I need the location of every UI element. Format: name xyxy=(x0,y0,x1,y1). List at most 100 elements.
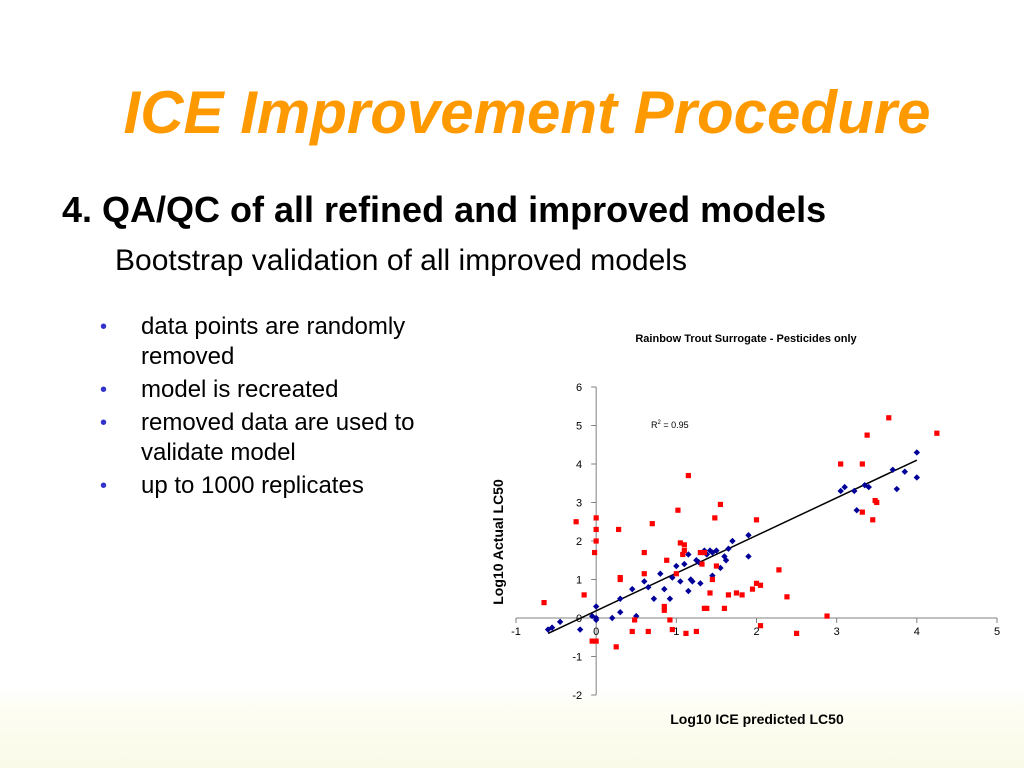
y-tick-label: 3 xyxy=(576,498,582,510)
bullet-text: removed data are used to validate model xyxy=(141,409,415,466)
x-tick-label: -1 xyxy=(511,626,521,638)
y-tick-label: 4 xyxy=(576,459,582,471)
data-point-square xyxy=(704,605,710,611)
data-point-diamond xyxy=(729,537,736,545)
data-point-diamond xyxy=(853,507,860,514)
bullet-icon: • xyxy=(100,412,108,434)
data-point-square xyxy=(681,542,687,548)
y-tick-label: 6 xyxy=(576,382,582,394)
data-point-square xyxy=(713,563,720,569)
data-point-square xyxy=(824,613,830,619)
data-point-square xyxy=(632,617,638,623)
y-tick-label: -2 xyxy=(572,690,582,702)
bullet-list: • data points are randomly removed • model… xyxy=(100,312,445,504)
x-tick-label: 4 xyxy=(914,626,920,638)
section-subheading: Bootstrap validation of all improved mod… xyxy=(115,244,687,277)
data-point-diamond xyxy=(633,612,640,620)
data-point-diamond xyxy=(685,587,692,595)
data-point-square xyxy=(667,617,673,623)
data-point-square xyxy=(859,509,865,515)
data-point-square xyxy=(649,521,655,527)
data-point-diamond xyxy=(657,570,664,577)
data-point-square xyxy=(757,623,764,629)
data-point-diamond xyxy=(576,626,584,633)
data-point-square xyxy=(677,540,683,546)
data-point-diamond xyxy=(725,545,732,552)
data-point-diamond xyxy=(913,474,921,481)
x-tick-label: 2 xyxy=(753,626,759,638)
data-point-diamond xyxy=(673,562,680,570)
data-point-diamond xyxy=(709,549,716,556)
data-point-square xyxy=(701,549,707,556)
x-tick-label: 5 xyxy=(994,626,1000,638)
data-point-square xyxy=(749,586,756,592)
bullet-item: • up to 1000 replicates xyxy=(100,471,445,501)
data-point-square xyxy=(589,638,595,644)
bullet-text: data points are randomly removed xyxy=(141,313,406,370)
bullet-icon: • xyxy=(100,379,108,401)
data-point-square xyxy=(613,644,619,650)
data-point-square xyxy=(593,538,599,544)
bullet-text: up to 1000 replicates xyxy=(141,472,364,499)
data-point-diamond xyxy=(745,553,752,560)
x-tick-label: 3 xyxy=(834,626,840,638)
chart-title: Rainbow Trout Surrogate - Pesticides onl… xyxy=(635,333,857,345)
data-point-square xyxy=(661,603,667,610)
data-point-diamond xyxy=(629,585,636,593)
y-tick-label: 2 xyxy=(576,536,582,548)
bullet-item: • data points are randomly removed xyxy=(100,312,445,372)
data-point-square xyxy=(717,501,724,508)
data-point-square xyxy=(733,590,740,596)
r-squared-value: = 0.95 xyxy=(661,420,689,430)
data-point-square xyxy=(725,592,732,598)
data-point-square xyxy=(739,592,745,598)
data-point-diamond xyxy=(837,487,844,495)
data-point-square xyxy=(617,576,623,583)
x-axis-label: Log10 ICE predicted LC50 xyxy=(670,711,844,727)
bullet-icon: • xyxy=(100,475,108,497)
data-point-diamond xyxy=(661,585,668,593)
data-point-square xyxy=(721,605,728,611)
data-point-diamond xyxy=(609,614,616,622)
data-point-diamond xyxy=(901,468,909,475)
bullet-text: model is recreated xyxy=(141,376,339,403)
data-point-square xyxy=(664,557,670,563)
data-point-square xyxy=(874,499,880,506)
data-point-square xyxy=(616,526,622,533)
data-point-square xyxy=(593,526,599,533)
data-point-square xyxy=(838,461,844,467)
data-point-square xyxy=(541,600,547,606)
data-point-diamond xyxy=(592,603,600,610)
data-point-diamond xyxy=(617,609,624,616)
data-point-square xyxy=(673,571,679,577)
data-point-square xyxy=(680,551,686,558)
data-point-square xyxy=(784,594,790,600)
data-point-square xyxy=(593,638,599,644)
data-point-square xyxy=(753,517,760,523)
background-band xyxy=(0,686,1024,768)
data-point-diamond xyxy=(617,595,624,602)
data-point-square xyxy=(685,472,691,479)
data-point-diamond xyxy=(722,557,730,564)
data-point-diamond xyxy=(677,578,684,585)
data-point-diamond xyxy=(556,618,564,626)
data-point-diamond xyxy=(666,595,674,602)
section-heading: 4. QA/QC of all refined and improved mod… xyxy=(62,189,827,230)
data-point-square xyxy=(591,549,598,556)
data-point-square xyxy=(593,515,599,521)
data-point-square xyxy=(697,549,703,556)
x-tick-label: 1 xyxy=(673,626,679,638)
data-point-diamond xyxy=(841,483,848,491)
data-point-square xyxy=(645,628,651,635)
data-point-diamond xyxy=(706,547,714,554)
data-point-square xyxy=(699,561,705,567)
data-point-square xyxy=(675,507,681,513)
data-point-square xyxy=(581,592,587,598)
data-point-square xyxy=(669,626,675,633)
data-point-square xyxy=(712,515,718,521)
data-point-square xyxy=(859,461,865,467)
trendline-group xyxy=(547,459,918,635)
data-point-diamond xyxy=(548,624,556,631)
data-point-square xyxy=(629,628,635,635)
data-point-square xyxy=(776,567,782,573)
